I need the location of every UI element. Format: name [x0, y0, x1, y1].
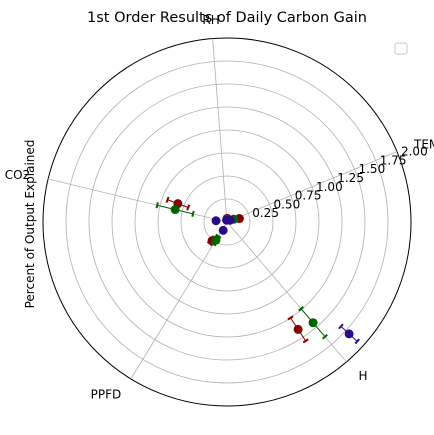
data-point-s0-h	[287, 315, 309, 344]
marker	[218, 225, 228, 235]
marker	[308, 318, 318, 328]
radial-tick-3: 1.00	[316, 180, 343, 194]
category-label-h: H	[358, 369, 367, 383]
data-point-s2-co2	[211, 216, 221, 226]
error-cap-0	[298, 306, 305, 312]
data-marks	[155, 196, 360, 345]
radial-tick-labels: 0.250.500.751.001.251.501.752.00	[252, 145, 427, 221]
angular-gridlines	[47, 38, 398, 380]
error-cap-0	[186, 204, 191, 211]
y-axis-label: Percent of Output Explained	[23, 140, 37, 309]
error-cap-1	[354, 338, 360, 345]
category-label-temp: TEMP	[413, 138, 434, 152]
error-cap-1	[322, 334, 328, 340]
marker	[211, 216, 221, 226]
polar-grid	[65, 60, 389, 384]
marker	[222, 215, 232, 225]
grid-circle-2	[157, 152, 297, 292]
error-cap-0	[338, 323, 344, 330]
grid-circle-0	[203, 198, 251, 246]
spoke-co2	[47, 178, 228, 223]
category-label-co2: CO2	[5, 168, 30, 182]
radial-tick-5: 1.50	[358, 162, 385, 176]
spoke-h	[226, 221, 347, 363]
data-point-s2-rh	[222, 215, 232, 225]
radial-tick-4: 1.25	[337, 171, 364, 185]
angular-labels: TEMP RH CO2 PPFD H	[5, 13, 434, 401]
radial-tick-0: 0.25	[252, 206, 279, 220]
category-label-rh: RH	[202, 13, 219, 27]
radial-tick-7: 2.00	[401, 145, 428, 159]
polar-frame	[42, 37, 412, 407]
legend-box	[394, 42, 408, 55]
radial-tick-6: 1.75	[380, 153, 407, 167]
spoke-ppfd	[130, 221, 228, 380]
error-cap-1	[210, 241, 217, 247]
grid-circle-3	[134, 129, 320, 315]
data-point-s2-ppfd	[218, 225, 228, 235]
grid-circle-4	[111, 106, 343, 338]
chart-title: 1st Order Results of Daily Carbon Gain	[87, 10, 367, 26]
error-cap-0	[215, 233, 222, 239]
grid-circle-6	[65, 60, 389, 384]
spoke-rh	[212, 38, 228, 223]
error-cap-0	[191, 210, 195, 217]
marker	[211, 235, 221, 245]
data-point-s1-h	[298, 306, 328, 340]
error-cap-1	[302, 338, 309, 344]
marker	[344, 329, 354, 339]
data-point-s2-h	[338, 323, 360, 345]
spoke-temp	[226, 151, 398, 223]
data-point-s1-co2	[155, 202, 195, 217]
category-label-ppfd: PPFD	[91, 388, 122, 402]
data-point-s1-ppfd	[210, 233, 222, 247]
error-cap-1	[165, 196, 170, 203]
radial-tick-2: 0.75	[295, 189, 322, 203]
radial-tick-1: 0.50	[273, 197, 300, 211]
marker	[170, 205, 180, 215]
grid-circle-1	[180, 175, 274, 269]
error-cap-1	[155, 202, 159, 209]
error-cap-0	[287, 315, 294, 321]
grid-circle-5	[88, 83, 366, 361]
marker	[293, 324, 303, 334]
